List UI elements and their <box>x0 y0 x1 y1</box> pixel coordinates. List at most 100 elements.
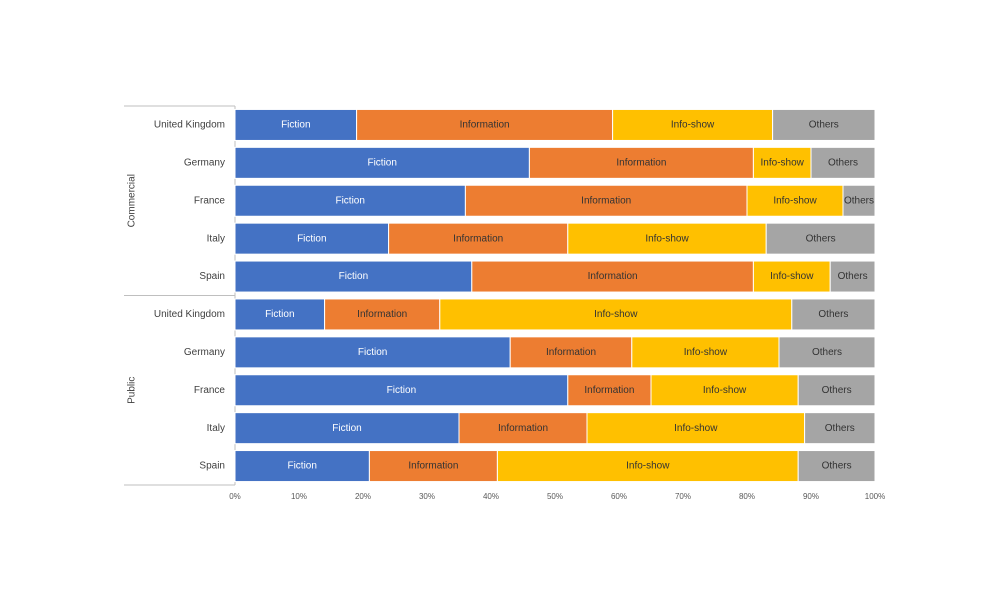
segment-label: Fiction <box>332 423 361 434</box>
bar-segment <box>746 184 844 217</box>
segment-label: Fiction <box>265 309 294 320</box>
bar-segment <box>752 146 812 179</box>
bar-segment <box>797 374 876 407</box>
category-label: United Kingdom <box>154 120 225 131</box>
segment-label: Info-show <box>645 233 689 244</box>
category-label: Spain <box>199 461 225 472</box>
bar-segment <box>234 450 370 483</box>
segment-label: Info-show <box>594 309 638 320</box>
segment-label: Info-show <box>770 271 814 282</box>
segment-label: Info-show <box>626 461 670 472</box>
segment-label: Info-show <box>674 423 718 434</box>
bar-segment <box>765 222 876 255</box>
category-label: Italy <box>207 233 225 244</box>
segment-label: Others <box>812 347 842 358</box>
bar-segment <box>829 260 876 293</box>
bar-segment <box>496 450 799 483</box>
x-tick-label: 60% <box>611 492 627 501</box>
bar-segment <box>842 184 876 217</box>
bar-segment <box>567 374 652 407</box>
x-tick-label: 0% <box>229 492 241 501</box>
bar-segment <box>586 412 806 445</box>
segment-label: Information <box>460 120 510 131</box>
segment-label: Others <box>828 157 858 168</box>
bar-segment <box>804 412 876 445</box>
bar-segment <box>528 146 754 179</box>
category-label: France <box>194 195 226 206</box>
bar-segment <box>791 298 876 331</box>
bar-segment <box>439 298 793 331</box>
segment-label: Information <box>546 347 596 358</box>
segment-label: Fiction <box>335 195 364 206</box>
bar-segment <box>612 108 774 141</box>
bar-segment <box>234 336 511 369</box>
segment-label: Information <box>357 309 407 320</box>
bar-segment <box>234 184 466 217</box>
bar-segment <box>797 450 876 483</box>
bar-segment <box>234 108 358 141</box>
segment-label: Information <box>584 385 634 396</box>
segment-label: Info-show <box>761 157 805 168</box>
segment-label: Information <box>581 195 631 206</box>
bar-segment <box>772 108 876 141</box>
x-tick-label: 30% <box>419 492 435 501</box>
x-tick-label: 100% <box>865 492 885 501</box>
category-label: Germany <box>184 157 225 168</box>
bar-segment <box>356 108 614 141</box>
segment-label: Others <box>818 309 848 320</box>
segment-label: Fiction <box>387 385 416 396</box>
bar-segment <box>752 260 831 293</box>
bar-segment <box>567 222 767 255</box>
segment-label: Others <box>838 271 868 282</box>
x-tick-label: 50% <box>547 492 563 501</box>
bar-segment <box>324 298 441 331</box>
x-tick-label: 40% <box>483 492 499 501</box>
bar-segment <box>234 146 530 179</box>
segment-label: Information <box>453 233 503 244</box>
segment-label: Fiction <box>297 233 326 244</box>
category-label: France <box>194 385 226 396</box>
bar-segment <box>234 374 569 407</box>
segment-label: Fiction <box>281 120 310 131</box>
segment-label: Others <box>825 423 855 434</box>
bar-segment <box>234 260 473 293</box>
x-tick-label: 80% <box>739 492 755 501</box>
bar-segment <box>458 412 588 445</box>
group-label: Public <box>127 377 138 404</box>
x-tick-label: 70% <box>675 492 691 501</box>
x-tick-label: 10% <box>291 492 307 501</box>
segment-label: Info-show <box>684 347 728 358</box>
bar-segment <box>471 260 754 293</box>
segment-label: Information <box>616 157 666 168</box>
bar-segment <box>810 146 876 179</box>
category-label: Germany <box>184 347 225 358</box>
segment-label: Others <box>809 120 839 131</box>
bar-segment <box>778 336 876 369</box>
segment-label: Information <box>408 461 458 472</box>
x-tick-label: 20% <box>355 492 371 501</box>
bar-segment <box>234 412 460 445</box>
segment-label: Others <box>806 233 836 244</box>
category-label: United Kingdom <box>154 309 225 320</box>
bar-segment <box>234 222 390 255</box>
segment-label: Fiction <box>287 461 316 472</box>
segment-label: Others <box>822 461 852 472</box>
bar-segment <box>509 336 633 369</box>
segment-label: Fiction <box>367 157 396 168</box>
segment-label: Others <box>822 385 852 396</box>
bar-segment <box>234 298 326 331</box>
category-label: Spain <box>199 271 225 282</box>
segment-label: Information <box>588 271 638 282</box>
segment-label: Info-show <box>773 195 817 206</box>
segment-label: Info-show <box>671 120 715 131</box>
segment-label: Info-show <box>703 385 747 396</box>
group-label: Commercial <box>127 174 138 227</box>
category-label: Italy <box>207 423 225 434</box>
segment-label: Information <box>498 423 548 434</box>
segment-label: Fiction <box>358 347 387 358</box>
segment-label: Others <box>844 195 874 206</box>
x-tick-label: 90% <box>803 492 819 501</box>
segment-label: Fiction <box>339 271 368 282</box>
